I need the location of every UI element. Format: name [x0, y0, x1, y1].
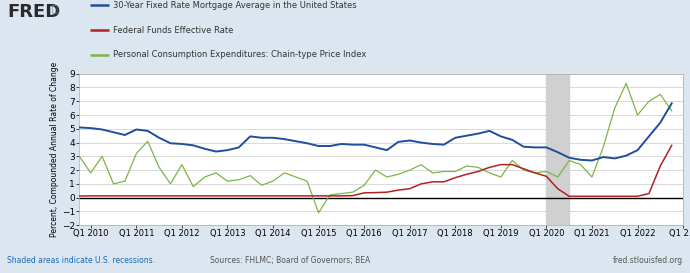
Y-axis label: Percent, Compounded Annual Rate of Change: Percent, Compounded Annual Rate of Chang… [50, 62, 59, 237]
Text: FRED: FRED [7, 3, 60, 21]
Text: 30-Year Fixed Rate Mortgage Average in the United States: 30-Year Fixed Rate Mortgage Average in t… [113, 1, 357, 10]
Text: Shaded areas indicate U.S. recessions.: Shaded areas indicate U.S. recessions. [7, 256, 155, 265]
Text: Personal Consumption Expenditures: Chain-type Price Index: Personal Consumption Expenditures: Chain… [113, 50, 366, 59]
Text: Sources: FHLMC; Board of Governors; BEA: Sources: FHLMC; Board of Governors; BEA [210, 256, 370, 265]
Text: ⬥: ⬥ [52, 3, 58, 13]
Text: fred.stlouisfed.org: fred.stlouisfed.org [613, 256, 683, 265]
Text: Federal Funds Effective Rate: Federal Funds Effective Rate [113, 26, 233, 34]
Bar [546, 74, 569, 225]
